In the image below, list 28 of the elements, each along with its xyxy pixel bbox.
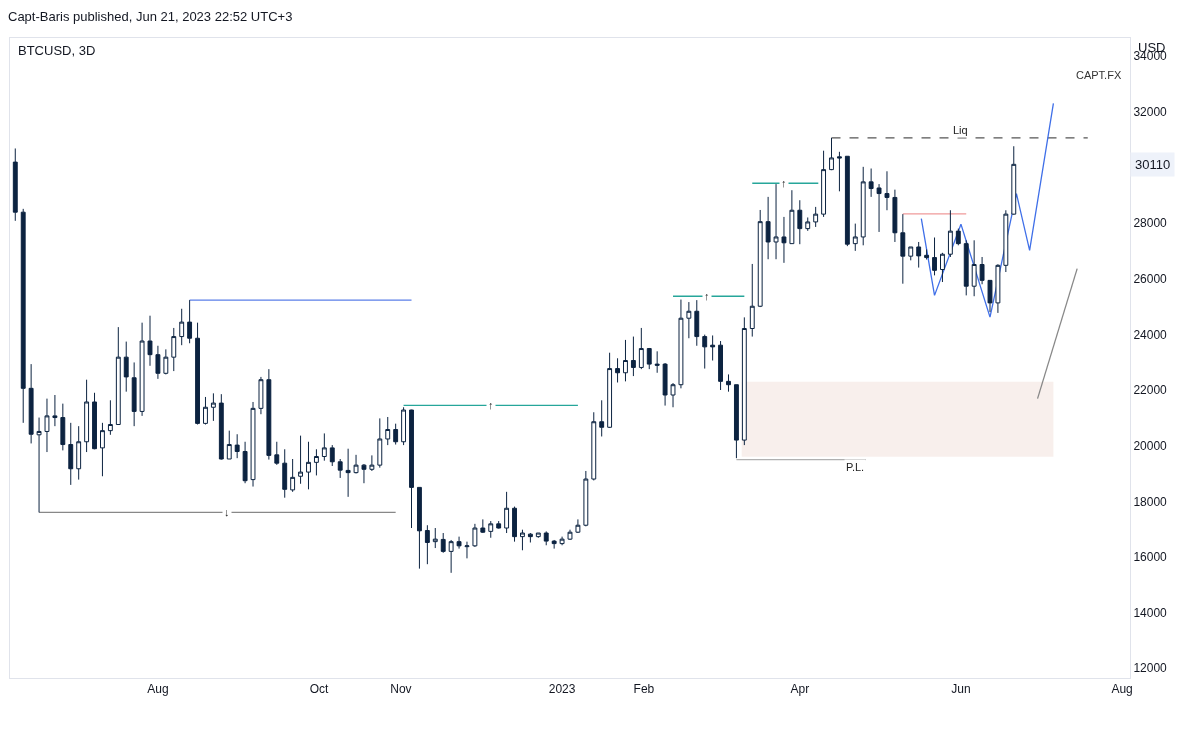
chart-subtitle: Capt-Baris published, Jun 21, 2023 22:52 UTC+3 xyxy=(8,9,293,24)
annotation: ↑ xyxy=(704,290,710,302)
annotation: ↑ xyxy=(488,399,494,411)
y-tick-label: 16000 xyxy=(1133,550,1168,565)
x-tick-label: Aug xyxy=(147,682,169,697)
y-tick-label: 20000 xyxy=(1133,438,1168,453)
y-tick-label: 18000 xyxy=(1133,494,1168,509)
x-tick-label: Oct xyxy=(309,682,330,697)
x-tick-label: Nov xyxy=(390,682,412,697)
annotation: ↑ xyxy=(781,177,787,189)
y-tick-label: 22000 xyxy=(1133,383,1168,398)
y-tick-label: 28000 xyxy=(1133,216,1168,231)
y-tick-label: 14000 xyxy=(1133,605,1168,620)
chart-title: BTCUSD, 3D xyxy=(18,43,96,58)
y-tick-label: 26000 xyxy=(1133,271,1168,286)
x-tick-label: Apr xyxy=(790,682,810,697)
annotation: CAPT.FX xyxy=(1076,69,1122,81)
annotation: P.L. xyxy=(846,461,865,473)
annotation: ↓ xyxy=(224,506,230,518)
y-tick-label: 24000 xyxy=(1133,327,1168,342)
annotation: 30110 xyxy=(1135,157,1171,172)
x-tick-label: Feb xyxy=(633,682,655,697)
y-tick-label: 12000 xyxy=(1133,661,1168,676)
x-tick-label: Aug xyxy=(1111,682,1133,697)
x-tick-label: 2023 xyxy=(548,682,576,697)
y-tick-label: 32000 xyxy=(1133,104,1168,119)
annotation: Liq xyxy=(953,124,968,136)
x-tick-label: Jun xyxy=(951,682,971,697)
